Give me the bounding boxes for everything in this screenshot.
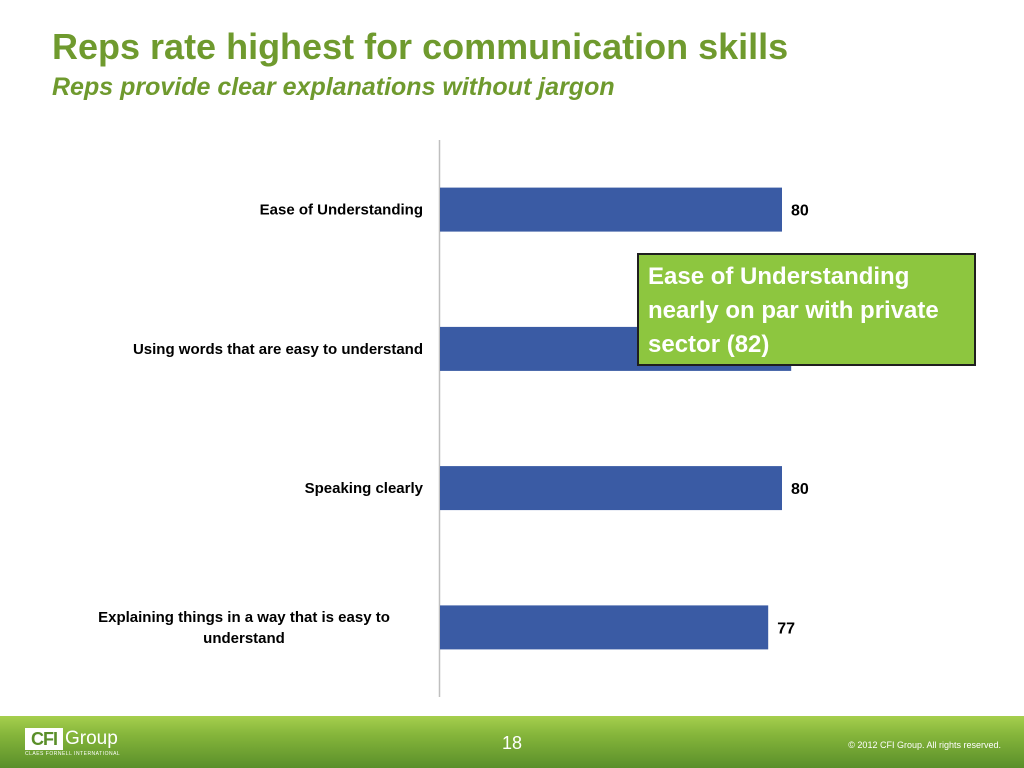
logo-word: Group — [65, 728, 118, 749]
category-label-3: Explaining things in a way that is easy … — [98, 609, 390, 647]
category-label-2: Speaking clearly — [305, 480, 424, 497]
footer-bar — [0, 716, 1024, 768]
value-label-0: 80 — [791, 203, 809, 220]
category-labels-group: Ease of Understanding Using words that ar… — [98, 202, 424, 647]
copyright-text: © 2012 CFI Group. All rights reserved. — [848, 740, 1001, 750]
bar-2 — [440, 466, 782, 511]
category-label-0: Ease of Understanding — [260, 202, 423, 219]
logo-box: CFI — [25, 728, 63, 750]
slide-subtitle: Reps provide clear explanations without … — [52, 73, 615, 101]
page-number: 18 — [501, 733, 523, 753]
category-label-1: Using words that are easy to understand — [133, 341, 423, 358]
bar-3 — [440, 605, 769, 650]
slide-title: Reps rate highest for communication skil… — [52, 26, 789, 67]
callout-box: Ease of Understanding nearly on par with… — [637, 253, 976, 366]
value-label-3: 77 — [777, 620, 795, 637]
value-label-2: 80 — [791, 481, 809, 498]
bar-0 — [440, 187, 782, 232]
logo-tagline: CLAES FORNELL INTERNATIONAL — [25, 751, 121, 757]
